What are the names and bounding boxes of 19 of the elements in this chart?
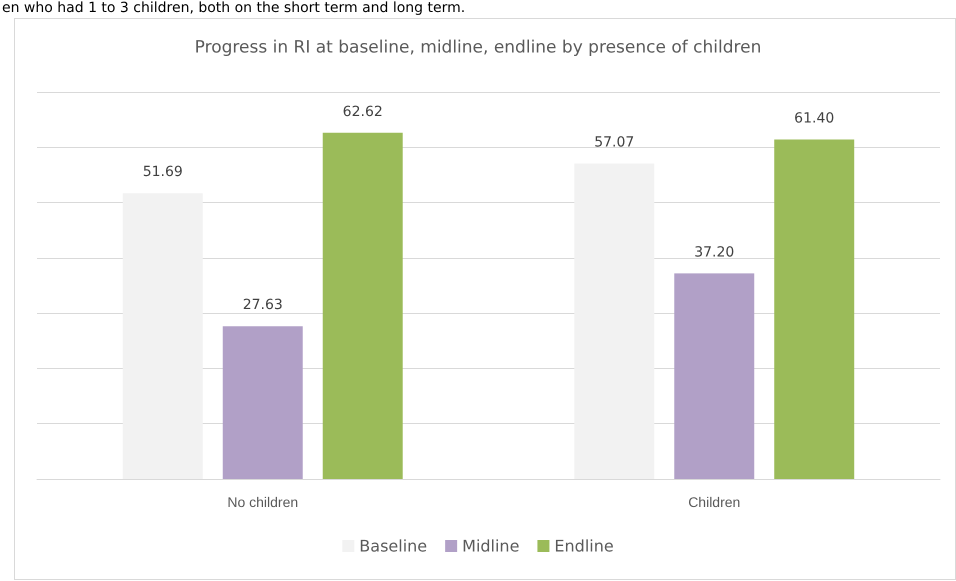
data-label: 57.07 <box>594 134 634 150</box>
bar <box>122 193 203 479</box>
text: en who had 1 to 3 children, both on the short term and long term. <box>2 0 466 17</box>
data-label: 61.40 <box>794 110 834 127</box>
data-label: 27.63 <box>242 297 283 314</box>
bar <box>222 326 303 479</box>
bar <box>322 132 403 479</box>
x-tick-label: No children <box>227 494 298 510</box>
data-label: 37.20 <box>694 244 734 260</box>
legend-label: Baseline <box>359 536 428 556</box>
legend-label: Midline <box>462 536 520 556</box>
bar <box>674 273 754 479</box>
bar <box>774 140 854 479</box>
x-tick-label: Children <box>688 494 740 510</box>
data-label: 62.62 <box>342 104 383 120</box>
data-label: 51.69 <box>142 164 183 180</box>
bar <box>574 163 654 479</box>
chart-title: Progress in RI at baseline, midline, endline by presence of children <box>194 38 762 58</box>
legend-label: Endline <box>554 536 614 556</box>
